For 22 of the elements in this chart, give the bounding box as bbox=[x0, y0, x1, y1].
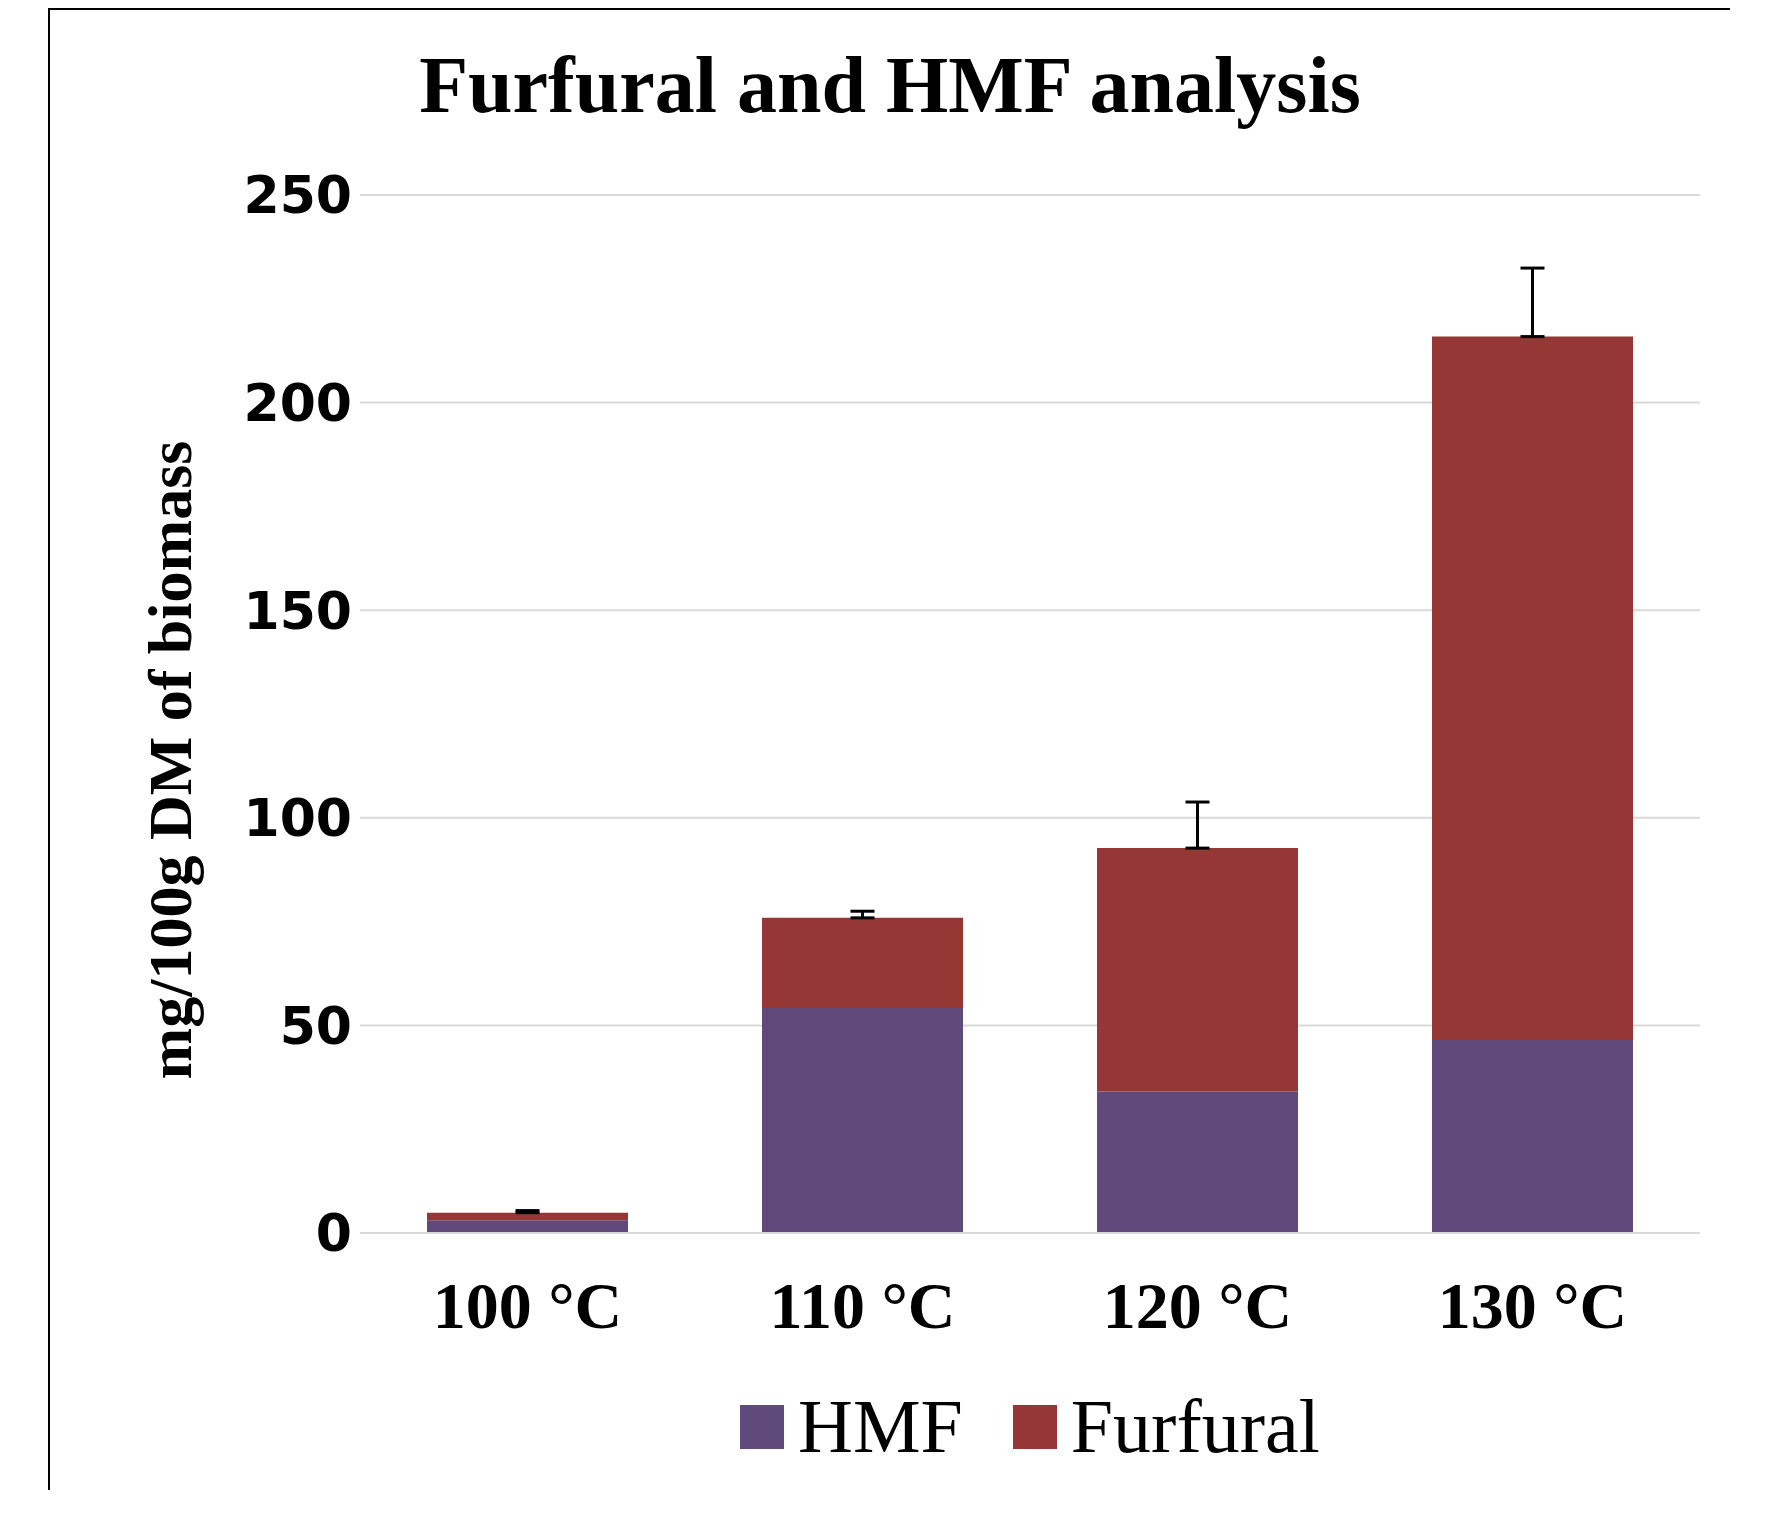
bar bbox=[1097, 1091, 1298, 1233]
y-tick-label: 0 bbox=[315, 1203, 352, 1264]
chart-title: Furfural and HMF analysis bbox=[418, 40, 1362, 131]
bar bbox=[1097, 848, 1298, 1092]
y-tick-label: 250 bbox=[243, 165, 352, 226]
legend-label: Furfural bbox=[1070, 1383, 1320, 1470]
legend-label: HMF bbox=[798, 1383, 963, 1470]
bar bbox=[427, 1220, 628, 1233]
y-axis-title: mg/100g DM of biomass bbox=[134, 440, 205, 1080]
bar bbox=[1432, 336, 1633, 1040]
x-tick-label: 100 °C bbox=[432, 1268, 623, 1342]
x-tick-label: 130 °C bbox=[1437, 1268, 1628, 1342]
bar bbox=[427, 1212, 628, 1221]
y-tick-label: 100 bbox=[243, 788, 352, 849]
bar bbox=[762, 1007, 963, 1233]
bar bbox=[762, 917, 963, 1008]
y-tick-label: 150 bbox=[243, 580, 352, 641]
x-tick-label: 120 °C bbox=[1102, 1268, 1293, 1342]
x-tick-label: 110 °C bbox=[769, 1268, 956, 1342]
y-tick-label: 200 bbox=[243, 373, 352, 434]
y-tick-label: 50 bbox=[279, 995, 352, 1056]
bar bbox=[1432, 1039, 1633, 1233]
